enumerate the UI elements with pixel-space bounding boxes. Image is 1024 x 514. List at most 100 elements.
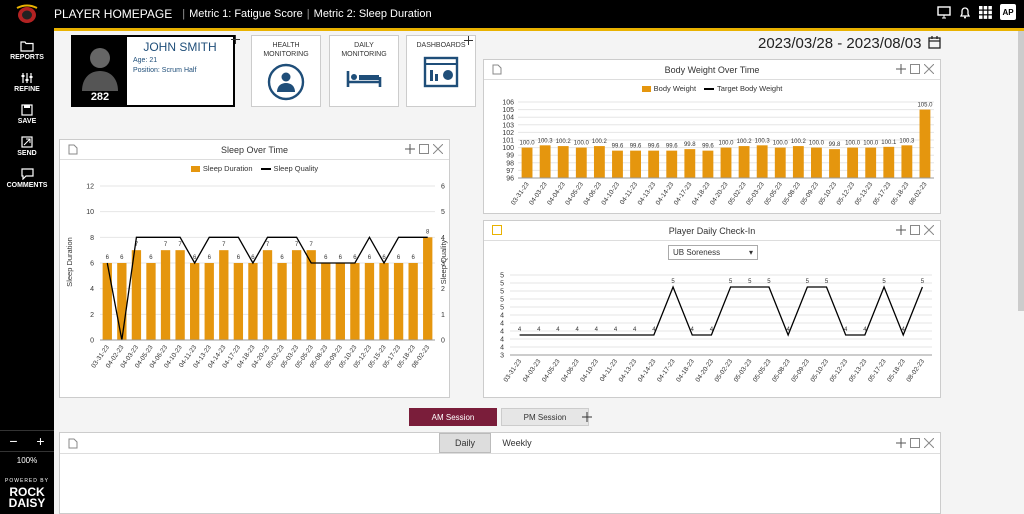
square-icon[interactable] (492, 225, 502, 235)
x-tick-label: 04-17-23 (656, 358, 677, 384)
tab-daily[interactable]: Daily (439, 433, 491, 453)
move-icon[interactable] (582, 412, 592, 422)
reports-button[interactable]: REPORTS (0, 34, 54, 66)
bar (160, 250, 171, 340)
team-logo[interactable] (0, 0, 54, 28)
document-icon[interactable] (68, 144, 78, 155)
data-label: 5 (806, 279, 810, 285)
data-label: 5 (825, 279, 829, 285)
data-label: 6 (149, 255, 153, 261)
maximize-icon[interactable] (910, 64, 920, 74)
calendar-icon[interactable] (928, 36, 941, 49)
move-icon[interactable] (231, 35, 240, 44)
data-label: 4 (633, 327, 637, 333)
bar (883, 146, 895, 178)
zoom-in-button[interactable]: + (36, 433, 45, 449)
dashboard-icon (423, 56, 459, 88)
move-icon[interactable] (896, 64, 906, 74)
move-icon[interactable] (405, 144, 415, 154)
player-card[interactable]: 282 JOHN SMITH Age: 21 Position: Scrum H… (71, 35, 235, 107)
bar (306, 250, 316, 340)
bar (901, 145, 913, 178)
y-tick-label: 97 (506, 168, 514, 175)
bell-icon[interactable] (959, 6, 971, 19)
comment-icon (20, 167, 34, 180)
data-label: 4 (691, 327, 695, 333)
document-icon[interactable] (68, 438, 78, 449)
data-label: 100.2 (737, 139, 753, 145)
maximize-icon[interactable] (910, 225, 920, 235)
y2-tick-label: 5 (441, 209, 445, 216)
y-tick-label: 8 (90, 235, 94, 242)
metric1-value[interactable]: Fatigue Score (234, 8, 303, 20)
close-icon[interactable] (433, 144, 443, 154)
health-monitoring-tile[interactable]: HEALTH MONITORING (251, 35, 321, 107)
data-label: 4 (518, 327, 522, 333)
send-button[interactable]: SEND (0, 130, 54, 162)
metric-select[interactable]: UB Soreness ▾ (668, 245, 758, 260)
y-tick-label: 99 (506, 153, 514, 160)
y-tick-label: 2 (90, 312, 94, 319)
save-label: SAVE (17, 117, 37, 125)
metric2-value[interactable]: Sleep Duration (358, 8, 432, 20)
data-label: 7 (310, 242, 314, 248)
data-label: 4 (652, 327, 656, 333)
y-tick-label: 103 (502, 122, 514, 129)
comments-button[interactable]: COMMENTS (0, 162, 54, 194)
close-icon[interactable] (924, 225, 934, 235)
bar (666, 150, 678, 178)
metric1-label: Metric 1: (189, 8, 232, 20)
data-label: 5 (671, 279, 675, 285)
data-label: 6 (397, 255, 401, 261)
player-name: JOHN SMITH (143, 40, 217, 54)
scrollbar[interactable] (1018, 31, 1024, 311)
save-button[interactable]: SAVE (0, 98, 54, 130)
move-icon[interactable] (896, 438, 906, 448)
bar (131, 250, 142, 340)
session-panel: Daily Weekly (59, 432, 941, 514)
doctor-icon (267, 63, 305, 101)
document-icon[interactable] (492, 64, 502, 75)
top-bar: PLAYER HOMEPAGE | Metric 1: Fatigue Scor… (0, 0, 1024, 28)
y-tick-label: 104 (502, 115, 514, 122)
refine-button[interactable]: REFINE (0, 66, 54, 98)
bar (865, 147, 877, 178)
user-avatar[interactable]: AP (1000, 4, 1016, 20)
move-icon[interactable] (896, 225, 906, 235)
daily-monitoring-tile[interactable]: DAILY MONITORING (329, 35, 399, 107)
bar (321, 263, 331, 340)
metric2-label: Metric 2: (313, 8, 356, 20)
move-icon[interactable] (464, 36, 473, 45)
close-icon[interactable] (924, 438, 934, 448)
monitor-icon[interactable] (937, 5, 951, 19)
bar (262, 250, 273, 340)
sleep-chart: 0 0 2 1 4 2 6 3 8 4 10 5 12 6 Sleep Duration Sleep Qual… (65, 184, 448, 370)
y2-tick-label: 0 (441, 338, 445, 345)
y-tick-label: 100 (502, 145, 514, 152)
x-tick-label: 05-18-23 (886, 358, 907, 384)
data-label: 100.0 (718, 141, 734, 147)
maximize-icon[interactable] (910, 438, 920, 448)
maximize-icon[interactable] (419, 144, 429, 154)
bar (919, 109, 931, 178)
grid-menu-icon[interactable] (979, 5, 992, 19)
close-icon[interactable] (924, 64, 934, 74)
sleep-panel: Sleep Over Time Sleep Duration Sleep Qual… (59, 139, 450, 398)
tab-weekly[interactable]: Weekly (502, 438, 532, 448)
dashboards-tile[interactable]: DASHBOARDS (406, 35, 476, 107)
y2-tick-label: 2 (441, 286, 445, 293)
x-tick-label: 04-20-23 (694, 358, 715, 384)
y-tick-label: 4 (500, 313, 504, 320)
x-tick-label: 04-03-23 (522, 358, 543, 384)
data-label: 100.2 (556, 139, 572, 145)
data-label: 100.0 (845, 141, 861, 147)
date-range[interactable]: 2023/03/28 - 2023/08/03 (758, 35, 941, 52)
y-tick-label: 5 (500, 297, 504, 304)
sliders-icon (21, 72, 33, 83)
zoom-out-button[interactable]: − (9, 433, 18, 449)
pm-session-button[interactable]: PM Session (501, 408, 589, 426)
bar (648, 150, 660, 178)
accent-strip (54, 28, 1024, 31)
x-tick-label: 04-05-23 (541, 358, 562, 384)
am-session-button[interactable]: AM Session (409, 408, 497, 426)
